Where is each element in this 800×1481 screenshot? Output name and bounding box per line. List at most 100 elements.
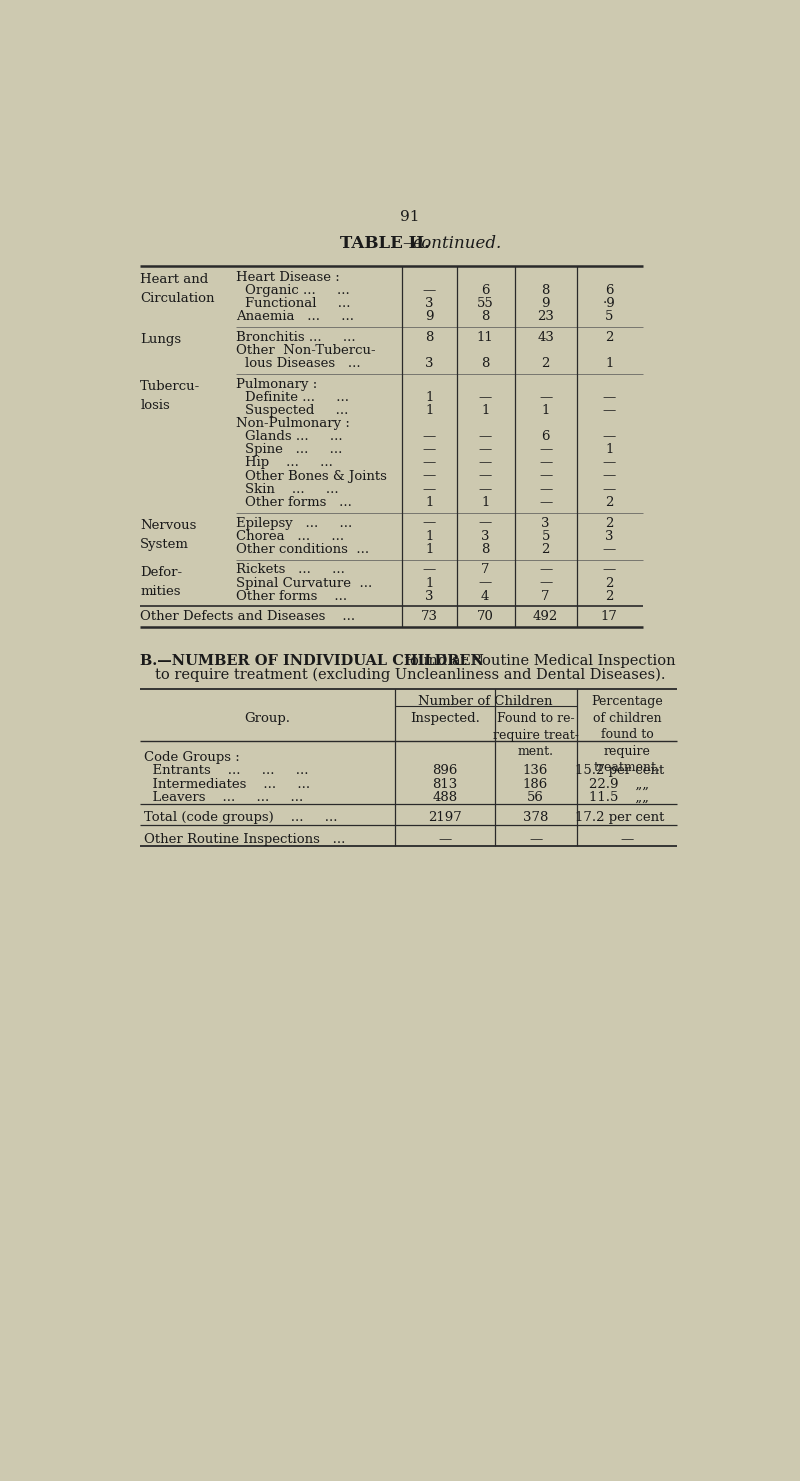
Text: 896: 896 [432, 764, 458, 778]
Text: —: — [539, 469, 552, 483]
Text: —: — [478, 443, 492, 456]
Text: 8: 8 [481, 542, 490, 555]
Text: —: — [422, 517, 436, 530]
Text: 1: 1 [425, 542, 434, 555]
Text: Skin    ...     ...: Skin ... ... [245, 483, 338, 496]
Text: 1: 1 [605, 443, 614, 456]
Text: —: — [539, 456, 552, 469]
Text: Total (code groups)    ...     ...: Total (code groups) ... ... [144, 812, 338, 825]
Text: 11.5    „„: 11.5 „„ [590, 791, 649, 804]
Text: Entrants    ...     ...     ...: Entrants ... ... ... [144, 764, 309, 778]
Text: Other  Non-Tubercu-: Other Non-Tubercu- [236, 344, 375, 357]
Text: Heart and
Circulation: Heart and Circulation [140, 273, 214, 305]
Text: 56: 56 [527, 791, 544, 804]
Text: —: — [478, 391, 492, 404]
Text: 1: 1 [425, 404, 434, 418]
Text: Glands ...     ...: Glands ... ... [245, 431, 342, 443]
Text: Suspected     ...: Suspected ... [245, 404, 348, 418]
Text: —: — [620, 832, 634, 846]
Text: found at Routine Medical Inspection: found at Routine Medical Inspection [400, 653, 675, 668]
Text: 3: 3 [425, 298, 434, 310]
Text: 1: 1 [425, 496, 434, 509]
Text: 813: 813 [432, 778, 458, 791]
Text: Inspected.: Inspected. [410, 712, 480, 726]
Text: Other forms    ...: Other forms ... [236, 589, 346, 603]
Text: —: — [478, 431, 492, 443]
Text: 3: 3 [481, 530, 490, 542]
Text: 43: 43 [537, 330, 554, 344]
Text: 9: 9 [542, 298, 550, 310]
Text: —: — [539, 443, 552, 456]
Text: 15.2 per cent: 15.2 per cent [574, 764, 664, 778]
Text: —: — [478, 576, 492, 589]
Text: 23: 23 [537, 310, 554, 323]
Text: Found to re-
require treat-
ment.: Found to re- require treat- ment. [493, 712, 578, 758]
Text: Number of Children: Number of Children [418, 695, 553, 708]
Text: —: — [539, 563, 552, 576]
Text: lous Diseases   ...: lous Diseases ... [245, 357, 361, 370]
Text: —: — [422, 456, 436, 469]
Text: —: — [422, 563, 436, 576]
Text: Chorea   ...     ...: Chorea ... ... [236, 530, 344, 542]
Text: 8: 8 [481, 357, 490, 370]
Text: —: — [602, 563, 616, 576]
Text: 136: 136 [523, 764, 548, 778]
Text: —: — [478, 456, 492, 469]
Text: 5: 5 [605, 310, 614, 323]
Text: —: — [539, 391, 552, 404]
Text: 5: 5 [542, 530, 550, 542]
Text: Non-Pulmonary :: Non-Pulmonary : [236, 418, 350, 429]
Text: Bronchitis ...     ...: Bronchitis ... ... [236, 330, 355, 344]
Text: Intermediates    ...     ...: Intermediates ... ... [144, 778, 310, 791]
Text: Other forms   ...: Other forms ... [245, 496, 352, 509]
Text: —: — [478, 517, 492, 530]
Text: 17.2 per cent: 17.2 per cent [574, 812, 664, 825]
Text: Nervous
System: Nervous System [140, 518, 197, 551]
Text: —: — [539, 576, 552, 589]
Text: 22.9    „„: 22.9 „„ [590, 778, 650, 791]
Text: Hip    ...     ...: Hip ... ... [245, 456, 333, 469]
Text: 488: 488 [432, 791, 458, 804]
Text: 492: 492 [533, 610, 558, 624]
Text: 6: 6 [605, 284, 614, 298]
Text: Tubercu-
losis: Tubercu- losis [140, 381, 201, 412]
Text: —: — [539, 483, 552, 496]
Text: 3: 3 [542, 517, 550, 530]
Text: 186: 186 [523, 778, 548, 791]
Text: B.—NUMBER OF INDIVIDUAL CHILDREN: B.—NUMBER OF INDIVIDUAL CHILDREN [140, 653, 484, 668]
Text: 1: 1 [425, 391, 434, 404]
Text: Anaemia   ...     ...: Anaemia ... ... [236, 310, 354, 323]
Text: —: — [478, 469, 492, 483]
Text: —: — [602, 483, 616, 496]
Text: Epilepsy   ...     ...: Epilepsy ... ... [236, 517, 352, 530]
Text: 6: 6 [542, 431, 550, 443]
Text: Other conditions  ...: Other conditions ... [236, 542, 369, 555]
Text: 73: 73 [421, 610, 438, 624]
Text: Spinal Curvature  ...: Spinal Curvature ... [236, 576, 372, 589]
Text: Spine   ...     ...: Spine ... ... [245, 443, 342, 456]
Text: 1: 1 [605, 357, 614, 370]
Text: 2: 2 [605, 517, 614, 530]
Text: 3: 3 [605, 530, 614, 542]
Text: 2: 2 [542, 357, 550, 370]
Text: Other Routine Inspections   ...: Other Routine Inspections ... [144, 832, 346, 846]
Text: 7: 7 [542, 589, 550, 603]
Text: —: — [602, 542, 616, 555]
Text: 1: 1 [481, 404, 490, 418]
Text: 8: 8 [481, 310, 490, 323]
Text: —: — [602, 456, 616, 469]
Text: —: — [539, 496, 552, 509]
Text: 7: 7 [481, 563, 490, 576]
Text: 1: 1 [481, 496, 490, 509]
Text: 91: 91 [400, 210, 420, 224]
Text: —: — [529, 832, 542, 846]
Text: 6: 6 [481, 284, 490, 298]
Text: ·9: ·9 [603, 298, 615, 310]
Text: 378: 378 [523, 812, 548, 825]
Text: Group.: Group. [245, 712, 290, 726]
Text: —: — [602, 404, 616, 418]
Text: Definite ...     ...: Definite ... ... [245, 391, 349, 404]
Text: TABLE II.: TABLE II. [340, 235, 430, 252]
Text: 1: 1 [425, 530, 434, 542]
Text: —: — [422, 284, 436, 298]
